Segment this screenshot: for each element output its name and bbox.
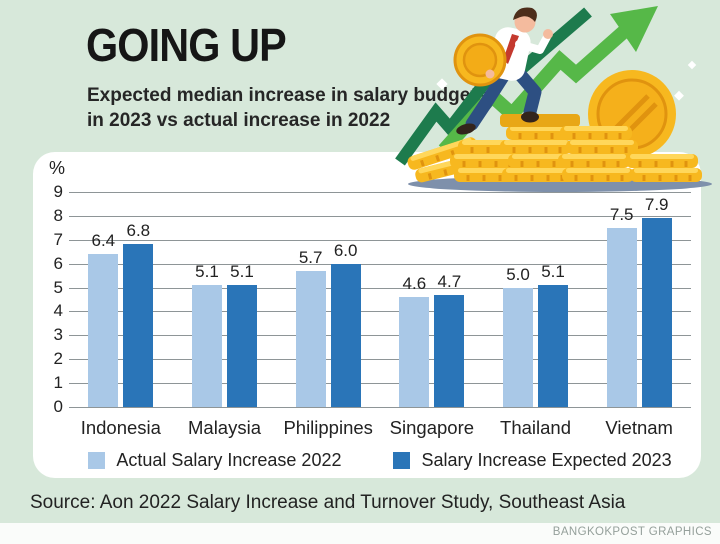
credit-strip: BANGKOKPOST GRAPHICS — [0, 523, 720, 544]
bar-column: 5.1 — [192, 262, 222, 407]
bar — [434, 294, 465, 407]
legend-label: Actual Salary Increase 2022 — [116, 450, 342, 470]
y-tick-label: 1 — [53, 373, 63, 393]
bar-column: 6.0 — [330, 240, 361, 407]
y-tick-label: 0 — [53, 397, 63, 416]
bar-value-label: 6.4 — [91, 231, 116, 251]
coin-stack-icon — [404, 114, 704, 186]
bar-value-label: 5.7 — [298, 247, 323, 267]
y-axis-unit-label: % — [48, 158, 65, 178]
bar-column: 6.4 — [88, 231, 119, 407]
bar-group-philippines: 5.7 6.0 Philippines — [276, 152, 380, 438]
legend-item: Salary Increase Expected 2023 — [393, 450, 672, 471]
bar — [606, 227, 637, 407]
y-tick-label: 7 — [53, 229, 63, 249]
bar-plot-area: 6.4 6.8 Indonesia 5.1 5.1 Malaysia 5.7 6.0 Phili… — [69, 152, 691, 438]
bar-group-thailand: 5.0 5.1 Thailand — [484, 152, 588, 438]
legend-swatch — [88, 452, 106, 469]
legend-item: Actual Salary Increase 2022 — [88, 450, 341, 471]
gridline — [69, 359, 691, 361]
gridline — [69, 383, 691, 385]
bar-value-label: 5.1 — [230, 262, 254, 282]
bar-value-label: 4.7 — [437, 271, 462, 291]
category-label: Vietnam — [605, 417, 673, 438]
bar-column: 5.0 — [503, 264, 534, 407]
bar-value-label: 7.5 — [609, 204, 634, 224]
page-title: GOING UP — [86, 19, 287, 71]
gridline — [69, 335, 691, 337]
gridline — [69, 239, 691, 241]
bar-column: 4.6 — [399, 274, 430, 407]
y-tick-label: 2 — [53, 349, 63, 369]
bar — [538, 285, 569, 407]
bar-group-vietnam: 7.5 7.9 Vietnam — [587, 152, 691, 438]
bar — [399, 297, 430, 407]
bar-column: 5.1 — [538, 262, 569, 407]
gridline — [69, 287, 691, 289]
y-tick-label: 4 — [53, 301, 63, 321]
category-label: Singapore — [389, 417, 475, 438]
bar-value-label: 4.6 — [402, 274, 427, 294]
bar-column: 7.5 — [606, 204, 637, 407]
bar — [503, 287, 534, 407]
gridline — [69, 311, 691, 313]
gridline — [69, 263, 691, 265]
bar — [641, 218, 672, 407]
gridline — [69, 407, 691, 408]
category-label: Philippines — [283, 417, 373, 438]
category-label: Thailand — [500, 417, 571, 438]
bar-group-indonesia: 6.4 6.8 Indonesia — [69, 152, 173, 438]
bar-value-label: 5.0 — [506, 264, 530, 284]
bar — [330, 263, 361, 407]
bar-column: 5.7 — [295, 247, 326, 407]
trend-line-icon — [395, 7, 592, 166]
legend-label: Salary Increase Expected 2023 — [421, 450, 672, 470]
bar-value-label: 5.1 — [541, 262, 565, 282]
chart-legend: Actual Salary Increase 2022 Salary Increa… — [69, 450, 691, 471]
y-tick-label: 9 — [53, 181, 63, 201]
credit-text: BANGKOKPOST GRAPHICS — [552, 526, 712, 538]
bar-column: 5.1 — [227, 262, 257, 407]
subtitle-line-2: in 2023 vs actual increase in 2022 — [87, 109, 391, 131]
category-label: Indonesia — [80, 417, 161, 438]
y-tick-label: 8 — [53, 205, 63, 225]
gridline — [69, 215, 691, 217]
bar — [88, 254, 119, 407]
bar-group-singapore: 4.6 4.7 Singapore — [380, 152, 484, 438]
growth-illustration — [395, 6, 712, 192]
y-tick-label: 6 — [53, 253, 63, 273]
source-text: Source: Aon 2022 Salary Increase and Tur… — [30, 492, 626, 513]
gridline — [69, 191, 691, 193]
bar — [295, 270, 326, 407]
bar-group-malaysia: 5.1 5.1 Malaysia — [173, 152, 277, 438]
bar-value-label: 5.1 — [195, 262, 219, 282]
page-subtitle: Expected median increase in salary budge… — [87, 84, 487, 133]
bar-value-label: 7.9 — [644, 195, 669, 215]
bar-value-label: 6.8 — [126, 221, 151, 241]
bar — [123, 244, 154, 407]
bar — [227, 285, 257, 407]
chart-panel: % 0 1 2 3 4 5 6 7 8 9 6.4 6.8 Indonesia 5.1 5.1 Malays… — [33, 152, 701, 478]
y-tick-label: 5 — [53, 277, 63, 297]
bar-column: 4.7 — [434, 271, 465, 407]
y-tick-label: 3 — [53, 325, 63, 345]
category-label: Malaysia — [188, 417, 261, 438]
businessman-icon — [453, 7, 553, 135]
subtitle-line-1: Expected median increase in salary budge… — [87, 85, 488, 106]
bar-value-label: 6.0 — [333, 240, 358, 260]
bar — [192, 285, 222, 407]
bar-column: 7.9 — [641, 195, 672, 407]
legend-swatch — [393, 452, 411, 469]
bar-column: 6.8 — [123, 221, 154, 407]
